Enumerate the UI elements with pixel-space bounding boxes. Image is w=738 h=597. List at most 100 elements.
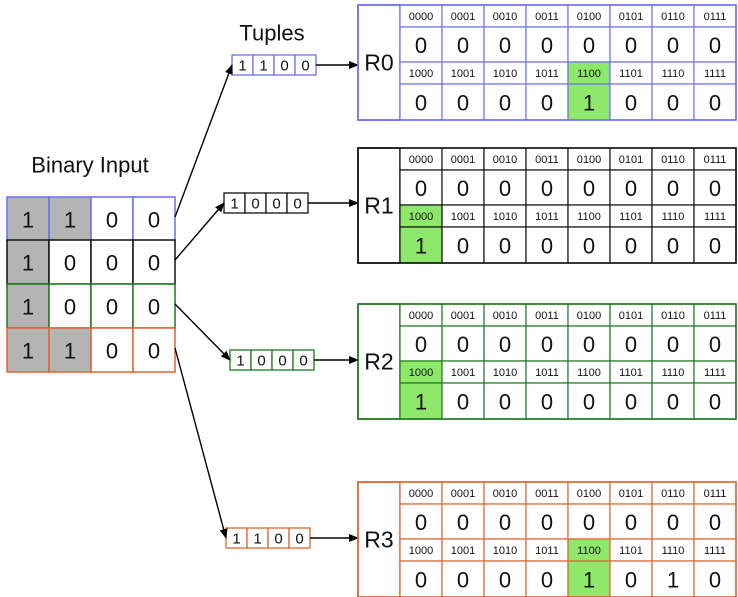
address: 1010 — [493, 211, 517, 223]
address: 0101 — [619, 11, 643, 23]
value: 0 — [457, 568, 469, 593]
arrow — [174, 64, 233, 218]
address: 1001 — [451, 68, 475, 80]
tuple-bit: 0 — [278, 353, 286, 370]
value: 0 — [457, 91, 469, 116]
tuple-bit: 0 — [299, 353, 307, 370]
value: 0 — [457, 33, 469, 58]
address: 0010 — [493, 488, 517, 500]
tuple-bit: 1 — [230, 196, 238, 213]
value-cell — [651, 169, 695, 206]
value: 0 — [415, 332, 427, 357]
input-cell — [6, 196, 50, 242]
value: 0 — [667, 390, 679, 415]
value: 0 — [541, 234, 553, 259]
input-bit: 1 — [64, 208, 76, 233]
address: 0110 — [661, 310, 685, 322]
value: 0 — [541, 390, 553, 415]
ram-label: R1 — [364, 193, 393, 219]
value: 0 — [499, 510, 511, 535]
arrow — [174, 303, 231, 361]
input-bit: 0 — [106, 208, 118, 233]
address: 1100 — [577, 367, 601, 379]
value: 0 — [625, 33, 637, 58]
address: 0111 — [704, 488, 727, 500]
address: 0010 — [493, 154, 517, 166]
value: 0 — [541, 510, 553, 535]
address: 0011 — [535, 310, 559, 322]
input-bit: 1 — [22, 295, 34, 320]
address: 1001 — [451, 367, 475, 379]
tuple-bit: 0 — [274, 531, 282, 548]
value: 0 — [709, 91, 721, 116]
value: 0 — [457, 176, 469, 201]
value: 0 — [709, 332, 721, 357]
address: 0001 — [451, 11, 475, 23]
input-cell — [48, 283, 92, 329]
value-cell — [525, 503, 569, 540]
address: 0000 — [409, 154, 433, 166]
address: 1011 — [535, 545, 559, 557]
value: 0 — [499, 91, 511, 116]
address: 1111 — [704, 545, 726, 557]
ram-label-cell — [357, 481, 401, 597]
value-cell — [399, 503, 443, 540]
value: 0 — [583, 176, 595, 201]
tuple-bit: 1 — [236, 353, 244, 370]
input-bit: 0 — [148, 208, 160, 233]
value-cell — [525, 169, 569, 206]
address: 0100 — [577, 154, 601, 166]
value: 0 — [667, 33, 679, 58]
arrow — [174, 347, 228, 539]
address: 0001 — [451, 310, 475, 322]
address: 1111 — [704, 68, 726, 80]
value: 0 — [415, 91, 427, 116]
address: 1111 — [704, 367, 726, 379]
input-cell — [132, 327, 176, 373]
input-bit: 0 — [106, 339, 118, 364]
value: 0 — [709, 390, 721, 415]
tuple-bit: 1 — [238, 58, 246, 75]
value: 1 — [415, 390, 427, 415]
value: 0 — [583, 332, 595, 357]
address: 0011 — [535, 154, 559, 166]
address: 1011 — [535, 68, 559, 80]
value-cell — [651, 382, 695, 420]
address: 0101 — [619, 154, 643, 166]
value: 0 — [541, 91, 553, 116]
value-cell — [483, 503, 527, 540]
value-cell — [441, 325, 485, 362]
input-bit: 1 — [22, 251, 34, 276]
input-bit: 0 — [148, 339, 160, 364]
input-bit: 0 — [148, 251, 160, 276]
value-cell — [441, 382, 485, 420]
value-cell — [567, 83, 611, 121]
address: 0010 — [493, 11, 517, 23]
tuple-bit: 0 — [251, 196, 259, 213]
value-cell — [567, 382, 611, 420]
value: 0 — [667, 234, 679, 259]
address: 1000 — [409, 545, 433, 557]
input-cell — [48, 239, 92, 285]
value: 0 — [499, 568, 511, 593]
address: 1101 — [619, 68, 643, 80]
tuple-bit: 0 — [295, 531, 303, 548]
value: 0 — [709, 568, 721, 593]
value: 0 — [583, 390, 595, 415]
arrow — [174, 202, 225, 261]
value: 0 — [415, 33, 427, 58]
address: 1001 — [451, 211, 475, 223]
address: 1110 — [662, 68, 685, 80]
value: 0 — [667, 510, 679, 535]
address: 0011 — [535, 488, 559, 500]
address: 1110 — [662, 545, 685, 557]
value: 0 — [499, 234, 511, 259]
address: 0111 — [704, 154, 727, 166]
value: 0 — [541, 568, 553, 593]
input-bit: 0 — [106, 251, 118, 276]
value: 0 — [667, 176, 679, 201]
address: 1000 — [409, 68, 433, 80]
value: 1 — [583, 91, 595, 116]
address: 0000 — [409, 310, 433, 322]
